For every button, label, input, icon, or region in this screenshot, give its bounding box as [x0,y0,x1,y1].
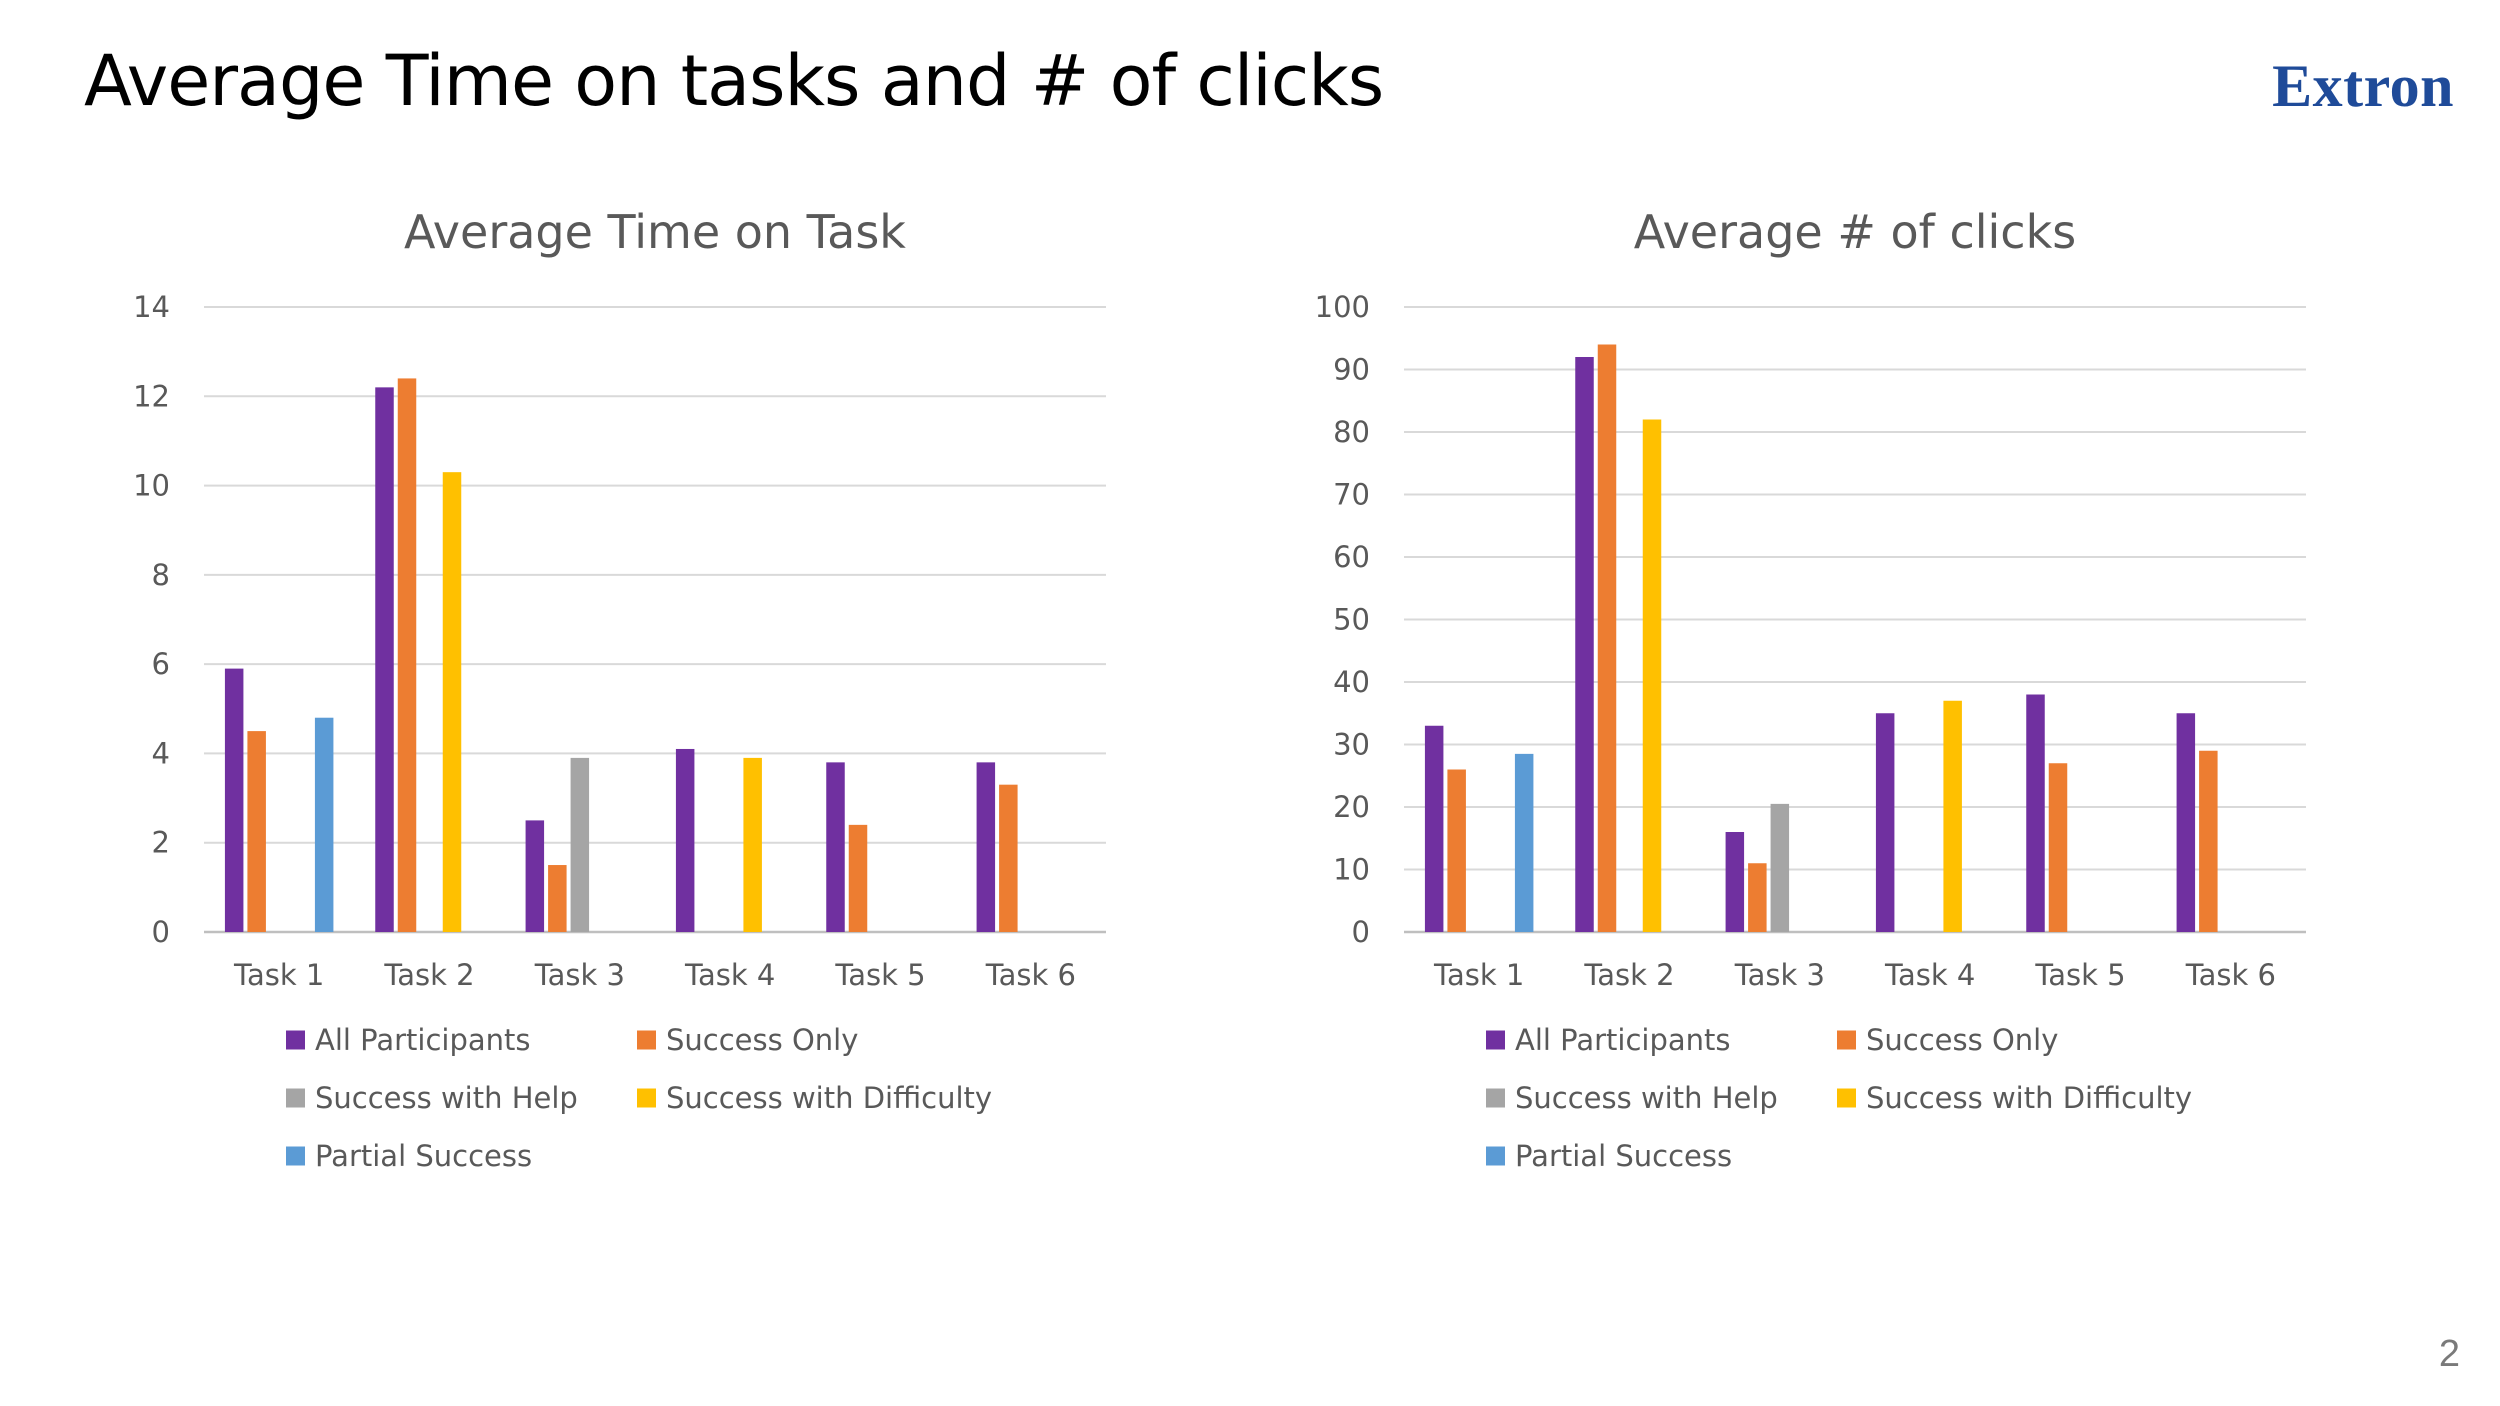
x-tick-label: Task 6 [985,958,1076,992]
x-tick-label: Task 1 [233,958,324,992]
legend-label-success-with-difficulty: Success with Difficulty [1866,1081,2192,1115]
x-tick-label: Task 2 [383,958,474,992]
legend-label-success-only: Success Only [666,1023,858,1057]
legend-label-success-with-help: Success with Help [315,1081,578,1115]
page-number: 2 [2438,1333,2460,1375]
legend-swatch-success-with-help [1486,1088,1505,1108]
bar-success-only-task-5 [848,824,868,932]
y-tick-label: 70 [1333,478,1370,512]
bar-success-with-difficulty-task-2 [442,472,462,932]
bar-all-participants-task-2 [375,387,394,932]
chart-title: Average # of clicks [1634,205,2076,259]
bar-success-only-task-2 [397,378,417,932]
chart-legend: All Participants Success Only Success with… [286,1023,992,1173]
bar-all-participants-task-3 [525,820,545,932]
x-tick-label: Task 1 [1433,958,1524,992]
x-tick-label: Task 5 [2034,958,2125,992]
y-tick-label: 6 [152,647,170,681]
legend-swatch-success-only [637,1030,656,1050]
bar-all-participants-task-5 [826,762,845,932]
x-tick-label: Task 4 [1884,958,1975,992]
chart-title: Average Time on Task [404,205,906,259]
legend-swatch-success-with-help [286,1088,305,1108]
legend-swatch-partial-success [1486,1146,1505,1166]
legend-swatch-all-participants [1486,1030,1505,1050]
y-tick-label: 80 [1333,415,1370,449]
slide-title: Average Time on tasks and # of clicks [84,40,1384,122]
bar-success-only-task-6 [999,784,1018,932]
y-tick-label: 50 [1333,603,1370,637]
legend-label-partial-success: Partial Success [315,1139,532,1173]
y-tick-label: 90 [1333,353,1370,387]
legend-swatch-all-participants [286,1030,305,1050]
bar-success-with-help-task-3 [1770,803,1790,932]
bar-success-only-task-1 [247,731,266,932]
legend-swatch-partial-success [286,1146,305,1166]
x-tick-label: Task 3 [1734,958,1825,992]
bar-success-only-task-2 [1597,344,1617,932]
y-tick-label: 40 [1333,665,1370,699]
y-tick-label: 30 [1333,728,1370,762]
x-tick-label: Task 2 [1583,958,1674,992]
y-tick-label: 20 [1333,790,1370,824]
bar-success-only-task-6 [2199,750,2218,932]
x-tick-label: Task 6 [2185,958,2276,992]
y-tick-label: 10 [1333,853,1370,887]
bar-all-participants-task-4 [1875,713,1895,932]
legend-label-success-only: Success Only [1866,1023,2058,1057]
y-tick-label: 4 [152,736,170,770]
legend-label-partial-success: Partial Success [1515,1139,1732,1173]
bar-success-only-task-1 [1447,769,1466,932]
y-tick-label: 8 [152,558,170,592]
bar-success-with-difficulty-task-2 [1642,419,1662,932]
bar-all-participants-task-1 [224,668,244,932]
extron-logo: Extron [2272,53,2454,119]
bar-success-with-help-task-3 [570,757,590,932]
bar-all-participants-task-6 [2176,713,2196,932]
legend-label-all-participants: All Participants [1515,1023,1731,1057]
legend-swatch-success-with-difficulty [1837,1088,1856,1108]
legend-swatch-success-only [1837,1030,1856,1050]
bar-success-only-task-5 [2048,763,2068,932]
y-tick-label: 12 [133,379,170,413]
x-tick-label: Task 3 [534,958,625,992]
bar-success-only-task-3 [1748,863,1767,932]
x-tick-label: Task 5 [834,958,925,992]
bar-success-only-task-3 [548,865,567,932]
x-tick-label: Task 4 [684,958,775,992]
bar-all-participants-task-2 [1575,357,1594,932]
clicks-chart: Average # of clicks 0 10 20 30 40 50 60 70 80 90 10… [1315,205,2306,1173]
bar-partial-success-task-1 [314,717,334,932]
bar-all-participants-task-4 [675,748,695,932]
legend-label-success-with-difficulty: Success with Difficulty [666,1081,992,1115]
y-tick-label: 0 [1352,915,1370,949]
legend-swatch-success-with-difficulty [637,1088,656,1108]
bar-success-with-difficulty-task-4 [743,757,762,932]
bar-success-with-difficulty-task-4 [1943,700,1962,932]
y-tick-label: 14 [133,290,170,324]
y-tick-label: 10 [133,469,170,503]
time-on-task-chart: Average Time on Task 0 2 4 6 8 10 12 14 Task 1 Tas… [133,205,1106,1173]
chart-legend: All Participants Success Only Success with… [1486,1023,2192,1173]
legend-label-all-participants: All Participants [315,1023,531,1057]
legend-label-success-with-help: Success with Help [1515,1081,1778,1115]
bar-all-participants-task-1 [1424,725,1444,932]
bar-partial-success-task-1 [1514,753,1534,932]
bar-all-participants-task-5 [2026,694,2045,932]
bar-all-participants-task-3 [1725,832,1745,932]
y-tick-label: 100 [1315,290,1370,324]
y-tick-label: 2 [152,826,170,860]
bar-all-participants-task-6 [976,762,996,932]
y-tick-label: 60 [1333,540,1370,574]
y-tick-label: 0 [152,915,170,949]
